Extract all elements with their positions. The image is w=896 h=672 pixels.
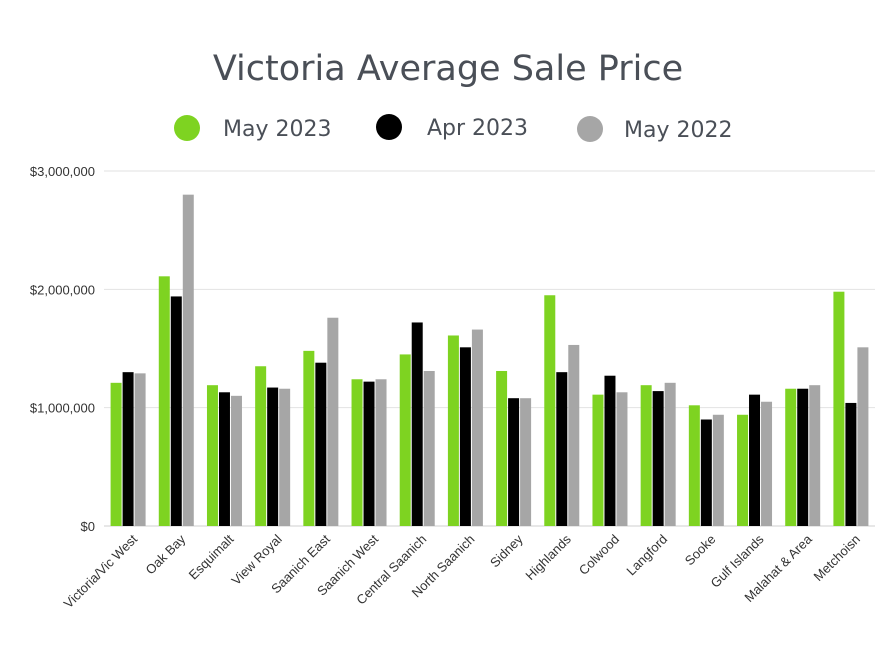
bar [749, 394, 761, 526]
y-axis: $0 $1,000,000 $2,000,000 $3,000,000 [30, 164, 95, 534]
bar [122, 372, 134, 526]
bar [809, 385, 821, 526]
bar [857, 347, 869, 526]
bars [110, 194, 869, 526]
bar [592, 394, 604, 526]
bar [315, 362, 327, 526]
bar [652, 391, 664, 526]
bar [797, 388, 809, 526]
bar [351, 379, 363, 526]
bar [785, 388, 797, 526]
bar [508, 398, 520, 526]
x-tick-label: Langford [623, 532, 670, 579]
x-tick-label: Oak Bay [143, 531, 189, 577]
x-tick-label: Esquimalt [186, 531, 237, 582]
bar [459, 347, 471, 526]
y-tick-label: $3,000,000 [30, 164, 95, 179]
bar [520, 398, 532, 526]
x-tick-label: Victoria/Vic West [61, 531, 141, 611]
bar [423, 370, 435, 526]
bar [206, 385, 218, 526]
bar [230, 395, 242, 526]
bar [255, 366, 267, 526]
y-tick-label: $0 [81, 519, 95, 534]
bar [471, 329, 483, 526]
bar [267, 387, 279, 526]
legend-marker [174, 115, 200, 141]
bar [375, 379, 387, 526]
bar [182, 194, 194, 526]
bar [327, 317, 339, 526]
bar [218, 392, 230, 526]
bar [134, 373, 146, 526]
bar [399, 354, 411, 526]
x-tick-label: Sidney [487, 531, 526, 570]
legend-label: May 2022 [624, 118, 732, 143]
y-tick-label: $1,000,000 [30, 401, 95, 416]
bar [761, 401, 773, 526]
x-tick-label: Metchoisn [811, 532, 864, 585]
bar [712, 414, 724, 526]
bar [303, 350, 315, 526]
x-tick-label: Sooke [682, 532, 719, 569]
legend: May 2023 Apr 2023 May 2022 [174, 114, 732, 143]
bar [447, 335, 459, 526]
bar [700, 419, 712, 526]
legend-label: May 2023 [223, 117, 331, 142]
legend-marker [577, 116, 603, 142]
bar [158, 276, 170, 526]
bar [640, 385, 652, 526]
bar [496, 370, 508, 526]
bar [170, 296, 182, 526]
bar [664, 382, 676, 526]
bar [845, 402, 857, 526]
bar [363, 381, 375, 526]
legend-marker [376, 114, 402, 140]
bar [833, 291, 845, 526]
y-tick-label: $2,000,000 [30, 282, 95, 297]
x-tick-label: Colwood [576, 532, 622, 578]
x-tick-label: Highlands [522, 531, 574, 583]
bar [604, 375, 616, 526]
bar [279, 388, 291, 526]
bar [556, 372, 568, 526]
bar [737, 414, 749, 526]
bar [616, 392, 628, 526]
bar [411, 322, 423, 526]
legend-label: Apr 2023 [427, 116, 528, 141]
bar [688, 405, 700, 526]
chart-title: Victoria Average Sale Price [213, 49, 683, 89]
bar [544, 295, 556, 526]
bar [568, 344, 580, 526]
bar [110, 382, 122, 526]
